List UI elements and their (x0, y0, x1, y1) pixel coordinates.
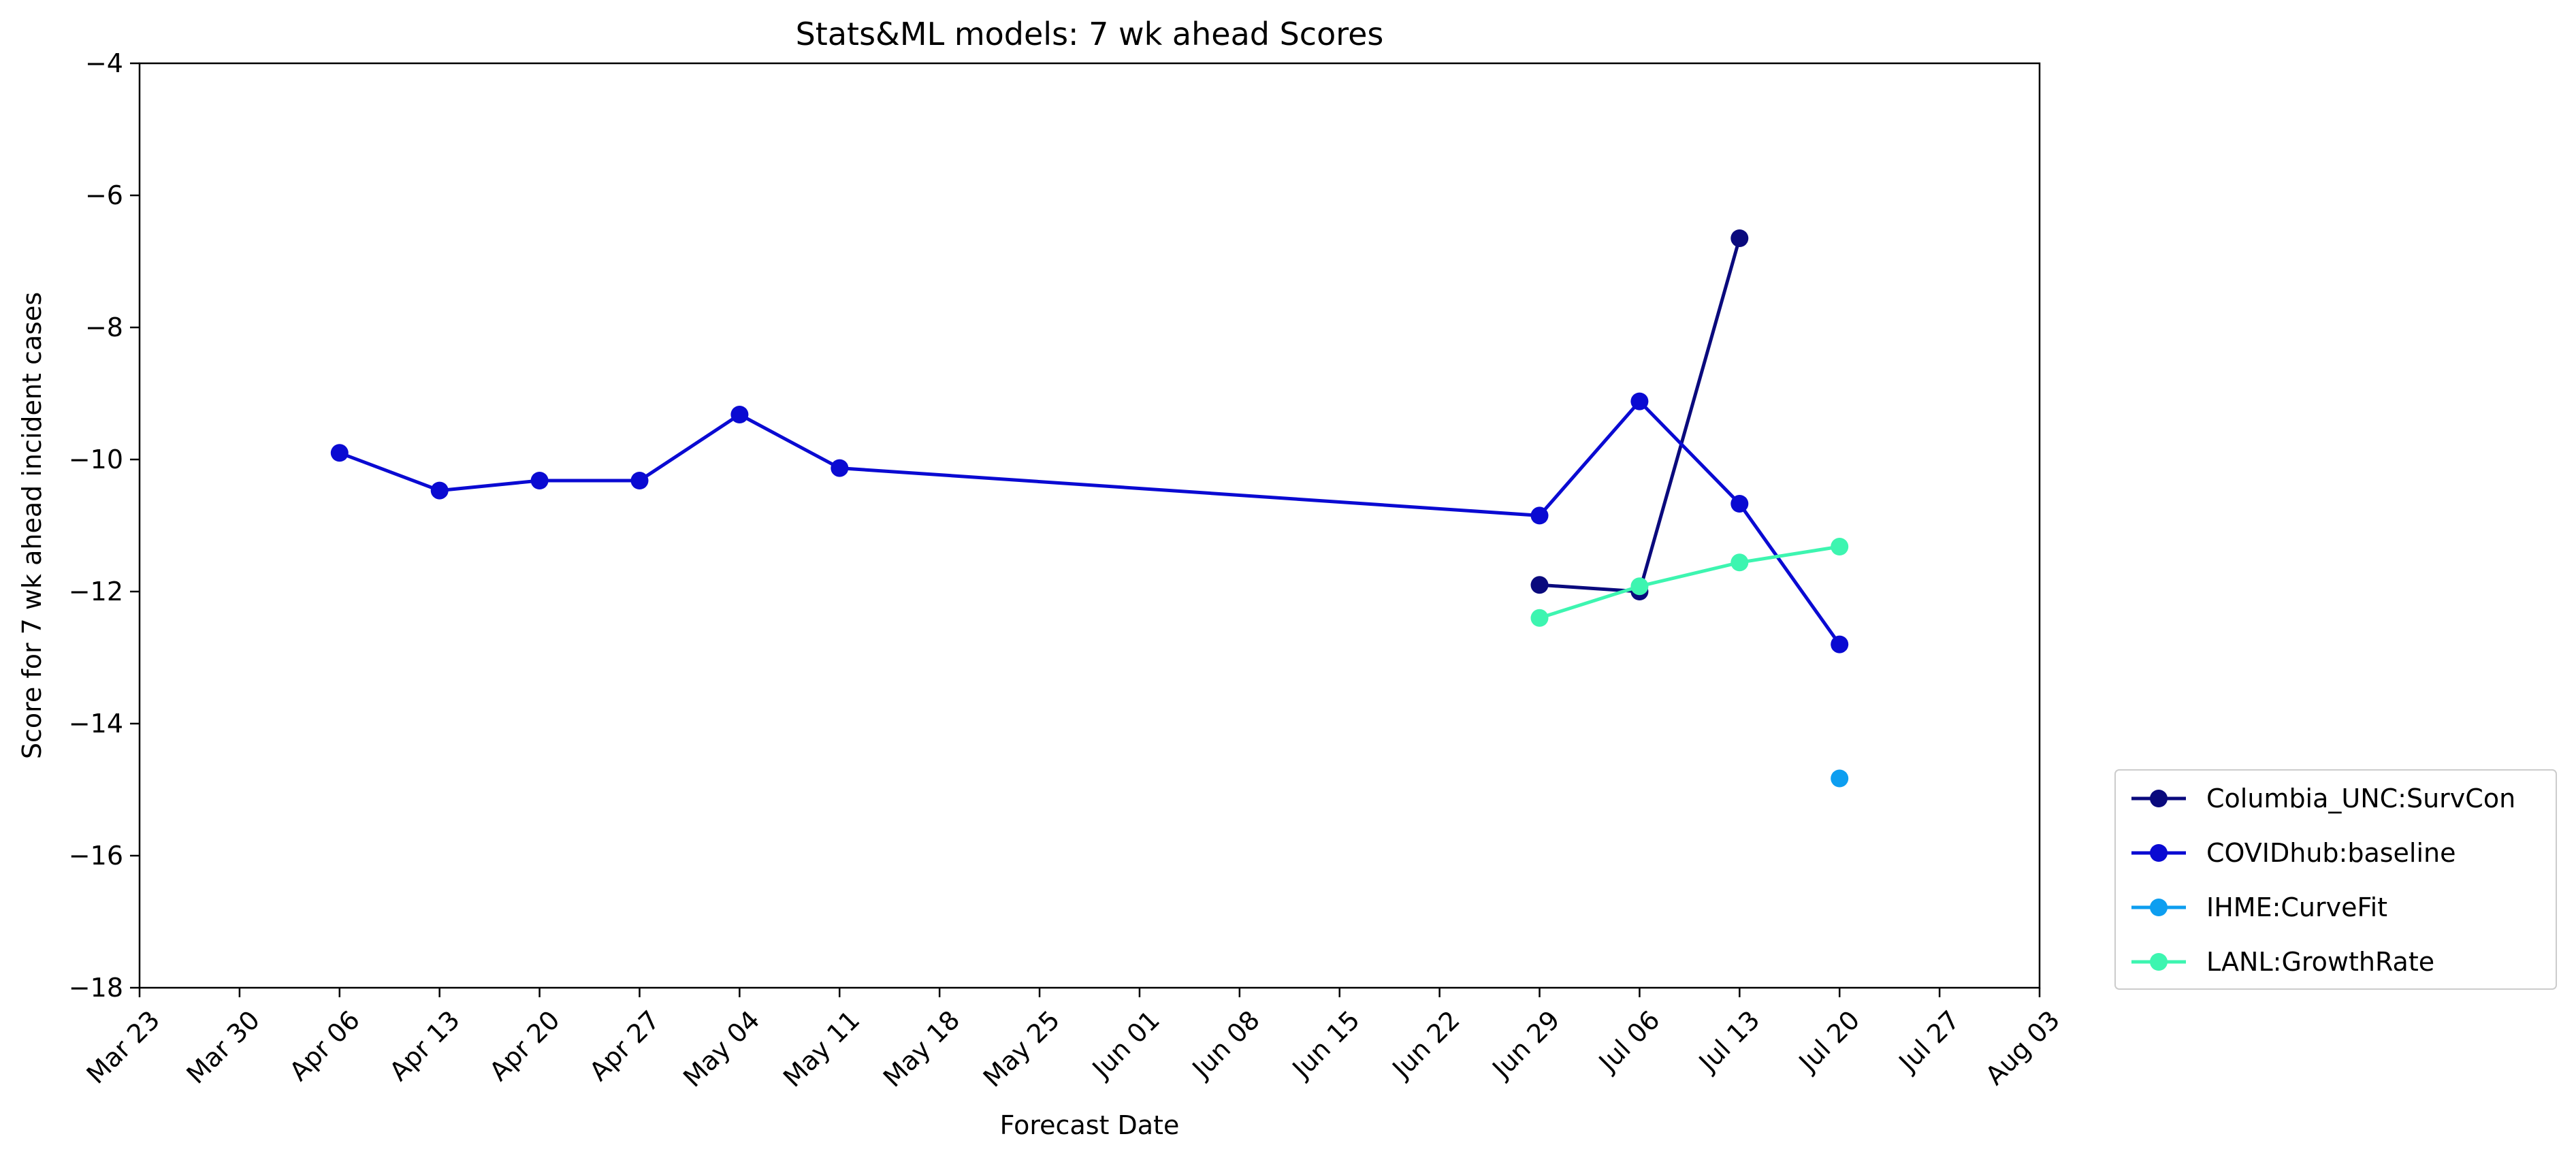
data-point (831, 459, 849, 477)
plot-frame (138, 62, 2041, 989)
series-2 (330, 392, 1849, 653)
x-tick-label: Apr 06 (284, 1005, 366, 1086)
x-tick-label: Jun 22 (1386, 1005, 1466, 1084)
data-point (530, 472, 549, 489)
legend-item: Columbia_UNC:SurvCon (2131, 784, 2515, 813)
x-tick-label: May 04 (677, 1005, 765, 1093)
data-point (730, 406, 749, 423)
x-tick-label: Apr 20 (483, 1005, 565, 1086)
legend-label: Columbia_UNC:SurvCon (2206, 784, 2515, 813)
legend-label: LANL:GrowthRate (2206, 947, 2434, 977)
x-tick-label: May 25 (978, 1005, 1065, 1093)
y-tick-label: −12 (69, 577, 123, 607)
y-tick-label: −10 (69, 445, 123, 474)
series-3 (1831, 769, 1849, 788)
data-point (330, 444, 349, 462)
x-tick-label: May 18 (878, 1005, 965, 1093)
legend-frame (2114, 769, 2557, 990)
y-tick-label: −6 (85, 180, 123, 210)
data-point (1530, 576, 1549, 594)
x-tick-label: Aug 03 (1980, 1005, 2065, 1091)
series-1 (1530, 229, 1749, 600)
y-tick-label: −16 (69, 841, 123, 871)
x-tick-label: Apr 27 (583, 1005, 665, 1086)
data-point (630, 472, 649, 489)
series-layer (330, 229, 1849, 788)
x-tick-label: Jul 20 (1792, 1005, 1866, 1078)
y-tick-label: −14 (69, 709, 123, 739)
x-axis-title: Forecast Date (1000, 1110, 1180, 1140)
x-tick-label: Jul 13 (1692, 1005, 1766, 1078)
x-tick-label: May 11 (777, 1005, 865, 1093)
x-tick-label: Jun 15 (1286, 1005, 1366, 1084)
legend-marker (2150, 790, 2168, 807)
legend-marker (2150, 953, 2168, 971)
legend-item: LANL:GrowthRate (2131, 947, 2434, 977)
x-tick-label: Mar 30 (181, 1005, 266, 1090)
plot-area: −18 −16 −14 −12 −10 −8 −6 −4 Mar 23 Mar 30 Apr 06… (69, 48, 2065, 1093)
x-tick-label: Mar 23 (81, 1005, 166, 1090)
data-point (1730, 553, 1749, 572)
x-axis: Mar 23 Mar 30 Apr 06 Apr 13 Apr 20 Apr 27 May … (81, 988, 2065, 1093)
data-point (1730, 229, 1749, 247)
y-tick-label: −8 (85, 312, 123, 342)
legend: Columbia_UNC:SurvCon COVIDhub:baseline IHM… (2114, 769, 2557, 990)
data-point (1831, 635, 1849, 653)
legend-item: COVIDhub:baseline (2131, 838, 2456, 868)
data-point (1630, 577, 1649, 596)
legend-label: COVIDhub:baseline (2206, 838, 2456, 868)
y-tick-label: −4 (85, 48, 123, 78)
y-tick-label: −18 (69, 973, 123, 1003)
x-tick-label: Jul 06 (1592, 1005, 1666, 1078)
y-axis-title: Score for 7 wk ahead incident cases (17, 292, 47, 759)
x-tick-label: Jun 08 (1186, 1005, 1266, 1084)
data-point (1730, 495, 1749, 513)
data-point (1530, 506, 1549, 525)
legend-label: IHME:CurveFit (2206, 892, 2387, 922)
legend-marker (2150, 899, 2168, 916)
legend-marker (2150, 844, 2168, 862)
y-axis: −18 −16 −14 −12 −10 −8 −6 −4 (69, 48, 140, 1003)
x-tick-label: Jul 27 (1893, 1005, 1966, 1078)
x-tick-label: Jun 01 (1086, 1005, 1165, 1084)
data-point (1831, 769, 1849, 788)
data-point (1530, 609, 1549, 627)
data-point (1630, 392, 1649, 410)
data-point (430, 481, 449, 500)
series-line (1539, 545, 1840, 620)
legend-item: IHME:CurveFit (2131, 892, 2387, 922)
series-line (338, 400, 1841, 646)
chart-title: Stats&ML models: 7 wk ahead Scores (796, 16, 1384, 52)
x-tick-label: Jun 29 (1485, 1005, 1565, 1084)
series-line (1539, 238, 1741, 594)
data-point (1831, 538, 1849, 555)
series-4 (1530, 538, 1849, 627)
x-tick-label: Apr 13 (384, 1005, 466, 1086)
